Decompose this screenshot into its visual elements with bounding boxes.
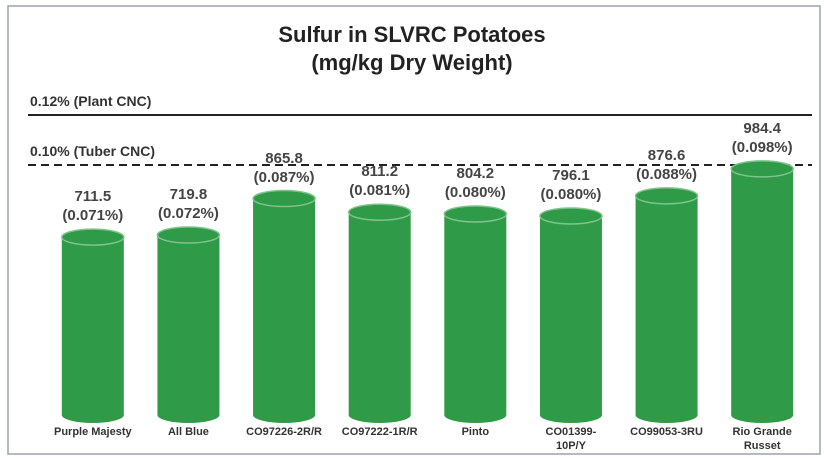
chart-subtitle: (mg/kg Dry Weight) — [311, 50, 513, 75]
bar-bottom — [348, 407, 411, 423]
data-label: 865.8 (0.087%) — [253, 149, 315, 186]
bar-top — [347, 203, 412, 221]
bar — [539, 215, 602, 415]
frame — [7, 5, 821, 455]
reference-label: 0.12% (Plant CNC) — [30, 93, 152, 109]
bar — [157, 235, 220, 415]
bar-bottom — [61, 407, 124, 423]
bar-bottom — [444, 407, 507, 423]
bar-bottom — [157, 407, 220, 423]
data-label: 719.8 (0.072%) — [158, 186, 219, 223]
x-tick-label: Pinto — [461, 426, 490, 438]
bar — [348, 212, 411, 415]
reference-label: 0.10% (Tuber CNC) — [30, 143, 155, 159]
bar — [444, 213, 507, 415]
bar — [253, 198, 316, 415]
bar-top — [539, 207, 603, 225]
bar-top — [634, 187, 699, 205]
data-label: 984.4 (0.098%) — [731, 119, 793, 156]
bar-top — [61, 228, 125, 246]
bar-top — [252, 189, 316, 208]
data-label: 796.1 (0.080%) — [540, 166, 602, 203]
data-label: 711.5 (0.071%) — [62, 188, 124, 225]
bar-bottom — [539, 407, 602, 423]
bar-top — [156, 226, 221, 244]
bar-bottom — [731, 407, 794, 423]
bar — [731, 168, 794, 415]
x-tick-label: CO01399-10P/Y — [545, 426, 597, 452]
data-label: 876.6 (0.088%) — [636, 146, 697, 183]
chart-title: Sulfur in SLVRC Potatoes — [278, 22, 546, 47]
bar — [61, 237, 124, 415]
bar-top — [730, 160, 794, 178]
bar-top — [443, 205, 508, 223]
x-tick-label: CO99053-3RU — [630, 426, 703, 438]
bar-bottom — [635, 407, 698, 423]
bar — [635, 195, 698, 415]
x-tick-label: All Blue — [167, 426, 209, 438]
data-label: 804.2 (0.080%) — [444, 164, 506, 201]
x-tick-label: CO97226-2R/R — [246, 426, 322, 438]
data-label: 811.2 (0.081%) — [349, 163, 411, 200]
x-tick-label: CO97222-1R/R — [341, 426, 418, 438]
x-tick-label: Purple Majesty — [53, 426, 132, 438]
x-tick-label: Rio Grande Russet — [732, 426, 792, 452]
bar-bottom — [253, 407, 316, 423]
